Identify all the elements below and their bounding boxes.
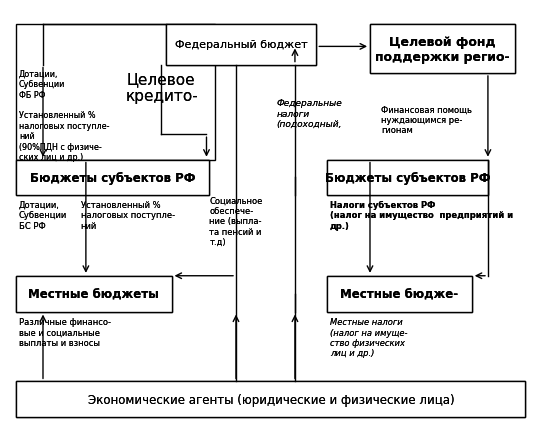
Text: Целевое
кредито-: Целевое кредито-	[126, 72, 199, 104]
Text: Различные финансо-
вые и социальные
выплаты и взносы: Различные финансо- вые и социальные выпл…	[19, 317, 111, 347]
FancyBboxPatch shape	[327, 276, 472, 312]
FancyBboxPatch shape	[327, 160, 488, 196]
FancyBboxPatch shape	[166, 25, 316, 65]
Text: Налоги субъектов РФ
(налог на имущество  предприятий и
др.): Налоги субъектов РФ (налог на имущество …	[330, 200, 513, 230]
Text: Экономические агенты (юридические и физические лица): Экономические агенты (юридические и физи…	[88, 393, 454, 406]
Text: Дотации,
Субвенции
ФБ РФ

Установленный %
налоговых поступле-
ний
(90%ПДН с физи: Дотации, Субвенции ФБ РФ Установленный %…	[19, 70, 109, 162]
Text: Местные налоги
(налог на имуще-
ство физических
лиц и др.): Местные налоги (налог на имуще- ство физ…	[330, 317, 408, 357]
Text: Дотации,
Субвенции
ФБ РФ

Установленный %
налоговых поступле-
ний
(90%ПДН с физи: Дотации, Субвенции ФБ РФ Установленный %…	[19, 70, 109, 162]
FancyBboxPatch shape	[16, 160, 209, 196]
Text: Бюджеты субъектов РФ: Бюджеты субъектов РФ	[325, 172, 490, 184]
Text: Целевое
кредито-: Целевое кредито-	[126, 72, 199, 104]
FancyBboxPatch shape	[16, 160, 209, 196]
FancyBboxPatch shape	[16, 381, 526, 417]
Text: Бюджеты субъектов РФ: Бюджеты субъектов РФ	[30, 172, 195, 184]
FancyBboxPatch shape	[16, 276, 172, 312]
FancyBboxPatch shape	[166, 25, 316, 65]
Text: Федеральный бюджет: Федеральный бюджет	[175, 40, 307, 50]
Text: Установленный %
налоговых поступле-
ний: Установленный % налоговых поступле- ний	[80, 200, 174, 230]
FancyBboxPatch shape	[370, 25, 515, 74]
Text: Местные бюджеты: Местные бюджеты	[28, 288, 159, 301]
Text: Различные финансо-
вые и социальные
выплаты и взносы: Различные финансо- вые и социальные выпл…	[19, 317, 111, 347]
Text: Дотации,
Субвенции
БС РФ: Дотации, Субвенции БС РФ	[19, 200, 67, 230]
FancyBboxPatch shape	[16, 25, 214, 160]
Text: Федеральный бюджет: Федеральный бюджет	[175, 40, 307, 50]
Text: Установленный %
налоговых поступле-
ний: Установленный % налоговых поступле- ний	[80, 200, 174, 230]
FancyBboxPatch shape	[16, 381, 526, 417]
Text: Местные налоги
(налог на имуще-
ство физических
лиц и др.): Местные налоги (налог на имуще- ство физ…	[330, 317, 408, 357]
FancyBboxPatch shape	[370, 25, 515, 74]
Text: Финансовая помощь
нуждающимся ре-
гионам: Финансовая помощь нуждающимся ре- гионам	[381, 105, 472, 135]
Text: Экономические агенты (юридические и физические лица): Экономические агенты (юридические и физи…	[88, 393, 454, 406]
Text: Социальное
обеспече-
ние (выпла-
та пенсий и
т.д): Социальное обеспече- ние (выпла- та пенс…	[210, 196, 263, 246]
Text: Местные бюдже-: Местные бюдже-	[340, 288, 458, 301]
Text: Бюджеты субъектов РФ: Бюджеты субъектов РФ	[325, 172, 490, 184]
Text: Местные бюдже-: Местные бюдже-	[340, 288, 458, 301]
FancyBboxPatch shape	[327, 160, 488, 196]
Text: Целевой фонд
поддержки регио-: Целевой фонд поддержки регио-	[375, 36, 510, 64]
Text: Финансовая помощь
нуждающимся ре-
гионам: Финансовая помощь нуждающимся ре- гионам	[381, 105, 472, 135]
FancyBboxPatch shape	[16, 276, 172, 312]
Text: Бюджеты субъектов РФ: Бюджеты субъектов РФ	[30, 172, 195, 184]
Text: Социальное
обеспече-
ние (выпла-
та пенсий и
т.д): Социальное обеспече- ние (выпла- та пенс…	[210, 196, 263, 246]
Text: Федеральные
налоги
(подоходный,: Федеральные налоги (подоходный,	[276, 99, 342, 129]
Text: Местные бюджеты: Местные бюджеты	[28, 288, 159, 301]
FancyBboxPatch shape	[327, 276, 472, 312]
Text: Федеральные
налоги
(подоходный,: Федеральные налоги (подоходный,	[276, 99, 342, 129]
Text: Налоги субъектов РФ
(налог на имущество  предприятий и
др.): Налоги субъектов РФ (налог на имущество …	[330, 200, 513, 230]
Text: Дотации,
Субвенции
БС РФ: Дотации, Субвенции БС РФ	[19, 200, 67, 230]
Text: Целевой фонд
поддержки регио-: Целевой фонд поддержки регио-	[375, 36, 510, 64]
